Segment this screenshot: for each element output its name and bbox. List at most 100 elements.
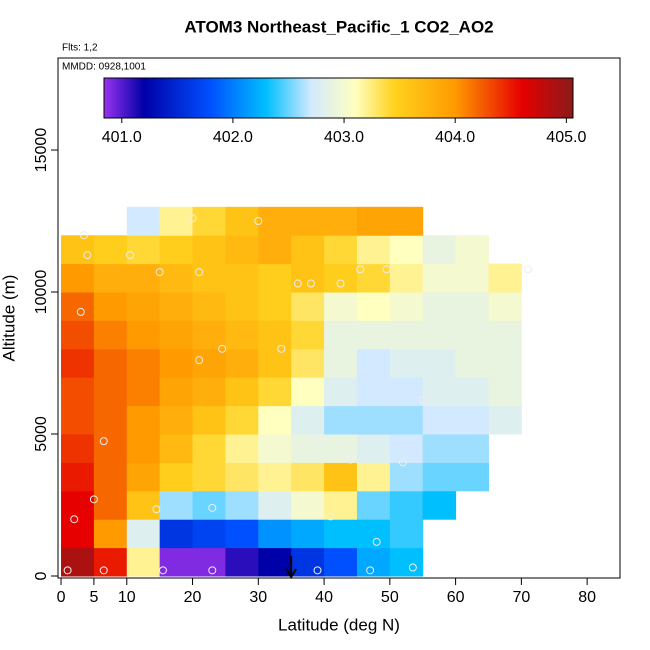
- heat-cell: [61, 320, 95, 350]
- heat-cell: [225, 320, 259, 350]
- heat-cell: [422, 434, 457, 463]
- arrow-head: [285, 568, 298, 579]
- heat-cell: [258, 235, 292, 265]
- heat-cell: [61, 519, 95, 549]
- flight-point: [99, 437, 108, 446]
- heat-cell: [488, 377, 522, 407]
- heat-cell: [488, 320, 522, 350]
- heat-cell: [389, 206, 424, 236]
- heat-cell: [258, 263, 292, 293]
- heat-cell: [225, 377, 259, 407]
- heat-cell: [192, 519, 226, 549]
- x-tick-label: 70: [512, 589, 530, 606]
- heat-cell: [258, 490, 292, 520]
- heat-cell: [225, 206, 259, 236]
- heat-cell: [455, 292, 489, 321]
- heat-cell: [389, 519, 424, 549]
- heat-cell: [356, 206, 391, 236]
- x-tick-label: 5: [89, 589, 98, 606]
- heat-cell: [324, 377, 358, 407]
- heat-cell: [225, 519, 259, 549]
- heat-cell: [61, 490, 95, 520]
- x-tick-label: 60: [447, 589, 465, 606]
- heat-cell: [324, 206, 358, 236]
- heat-cell: [93, 348, 128, 378]
- heat-cell: [126, 462, 161, 492]
- heat-cell: [61, 348, 95, 378]
- heat-cell: [258, 405, 292, 435]
- heat-cell: [192, 235, 226, 265]
- heat-cell: [126, 320, 161, 350]
- flight-point: [155, 268, 164, 277]
- heat-cell: [488, 348, 522, 378]
- heat-cell: [389, 377, 424, 407]
- flight-point: [277, 344, 286, 353]
- flight-point: [336, 279, 345, 288]
- flight-point: [208, 566, 217, 575]
- flight-point: [326, 512, 335, 521]
- heat-cell: [291, 348, 325, 378]
- heat-cell: [389, 434, 424, 463]
- heat-cell: [93, 519, 128, 549]
- heat-cell: [356, 235, 391, 265]
- heat-cell: [324, 263, 358, 293]
- heat-cell: [389, 490, 424, 520]
- colorbar-tick-label: 401.0: [102, 129, 142, 146]
- colorbar: [103, 77, 574, 119]
- x-tick-label: 80: [578, 589, 596, 606]
- colorbar-tick-label: 405.0: [546, 129, 586, 146]
- heat-cell: [291, 462, 325, 492]
- heat-cell: [455, 377, 489, 407]
- heat-cell: [389, 547, 424, 577]
- heat-cell: [258, 462, 292, 492]
- heat-cell: [225, 405, 259, 435]
- flight-point: [63, 566, 72, 575]
- heat-cell: [324, 320, 358, 350]
- flight-point: [218, 344, 227, 353]
- x-tick-label: 50: [381, 589, 399, 606]
- heat-cell: [291, 320, 325, 350]
- y-tick-label: 0: [33, 571, 50, 580]
- y-tick-label: 10000: [33, 270, 50, 315]
- heat-cell: [291, 490, 325, 520]
- heat-cell: [324, 292, 358, 321]
- heat-cell: [126, 377, 161, 407]
- heat-cell: [258, 377, 292, 407]
- flight-point: [80, 231, 89, 240]
- heat-cell: [422, 292, 457, 321]
- flight-point: [76, 307, 85, 316]
- heat-cell: [258, 434, 292, 463]
- flight-point: [372, 537, 381, 546]
- heat-cell: [389, 462, 424, 492]
- heat-cell: [324, 235, 358, 265]
- heat-cell: [389, 348, 424, 378]
- heat-cell: [291, 292, 325, 321]
- heat-cell: [356, 490, 391, 520]
- heat-cell: [225, 348, 259, 378]
- heat-cell: [488, 405, 522, 435]
- heat-cell: [126, 519, 161, 549]
- subtitle: Flts: 1,2: [62, 43, 98, 54]
- heat-cell: [455, 348, 489, 378]
- heat-cell: [159, 263, 194, 293]
- heat-cell: [258, 348, 292, 378]
- heat-cell: [159, 377, 194, 407]
- flight-point: [195, 268, 204, 277]
- flight-point: [438, 253, 447, 262]
- flight-point: [208, 503, 217, 512]
- flight-point: [418, 395, 427, 404]
- heat-cell: [422, 405, 457, 435]
- flight-point: [293, 279, 302, 288]
- heat-cell: [324, 348, 358, 378]
- heat-cell: [159, 206, 194, 236]
- heat-cell: [192, 434, 226, 463]
- heat-cell: [291, 519, 325, 549]
- heat-cell: [192, 462, 226, 492]
- heat-cell: [192, 405, 226, 435]
- y-tick-label: 15000: [33, 128, 50, 173]
- heat-cell: [356, 348, 391, 378]
- heat-cell: [93, 405, 128, 435]
- flight-point: [152, 505, 161, 514]
- heat-cell: [455, 263, 489, 293]
- heat-cell: [159, 490, 194, 520]
